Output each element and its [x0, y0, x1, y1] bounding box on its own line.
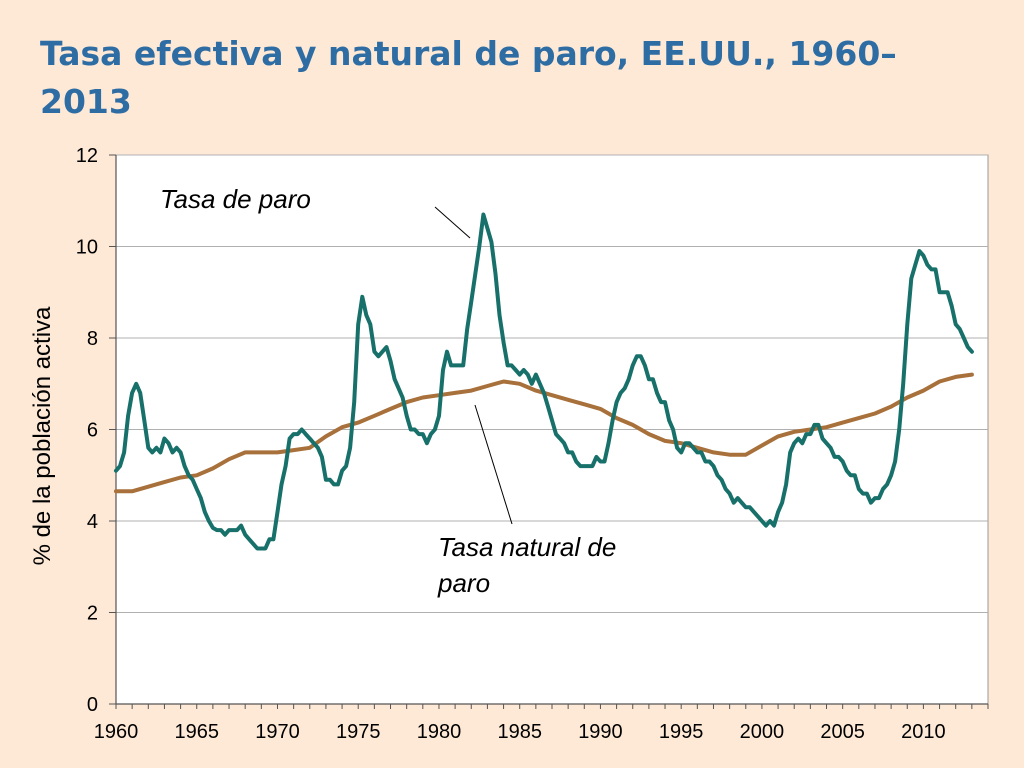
annotation-actual-leader [434, 206, 471, 239]
x-tick-label: 1970 [255, 721, 300, 743]
y-tick-label: 8 [87, 328, 98, 350]
gridlines [116, 154, 988, 613]
x-tick-label: 1985 [497, 721, 542, 743]
x-tick-label: 1995 [659, 721, 704, 743]
axes [109, 154, 989, 709]
annotation-natural-leader [474, 404, 513, 525]
x-tick-label: 1965 [174, 721, 219, 743]
page-title: Tasa efectiva y natural de paro, EE.UU.,… [40, 34, 897, 121]
x-tick-label: 1980 [417, 721, 462, 743]
annotation-natural-label: Tasa natural de [438, 532, 616, 562]
y-tick-label: 2 [87, 603, 98, 625]
x-tick-label: 2000 [740, 721, 785, 743]
x-tick-label: 1990 [578, 721, 623, 743]
x-tick-label: 1975 [336, 721, 381, 743]
x-tick-labels: 1960 1965 1970 1975 1980 1985 1990 1995 2000 2005… [94, 721, 946, 743]
x-tick-label: 2010 [901, 721, 946, 743]
annotation-natural-label: paro [437, 568, 490, 598]
y-tick-label: 10 [76, 237, 98, 259]
series-lines [114, 212, 974, 551]
y-tick-label: 6 [87, 420, 98, 442]
x-tick-label: 1960 [94, 721, 139, 743]
y-tick-labels: 0 2 4 6 8 10 12 [76, 145, 98, 716]
y-tick-label: 0 [87, 694, 98, 716]
series-line-actual [114, 212, 974, 551]
y-axis-label: % de la población activa [29, 306, 56, 565]
y-tick-label: 12 [76, 145, 98, 167]
annotations: Tasa de paro Tasa natural de paro [160, 184, 616, 598]
x-tick-label: 2005 [820, 721, 865, 743]
annotation-actual-label: Tasa de paro [160, 184, 311, 214]
y-tick-label: 4 [87, 511, 98, 533]
